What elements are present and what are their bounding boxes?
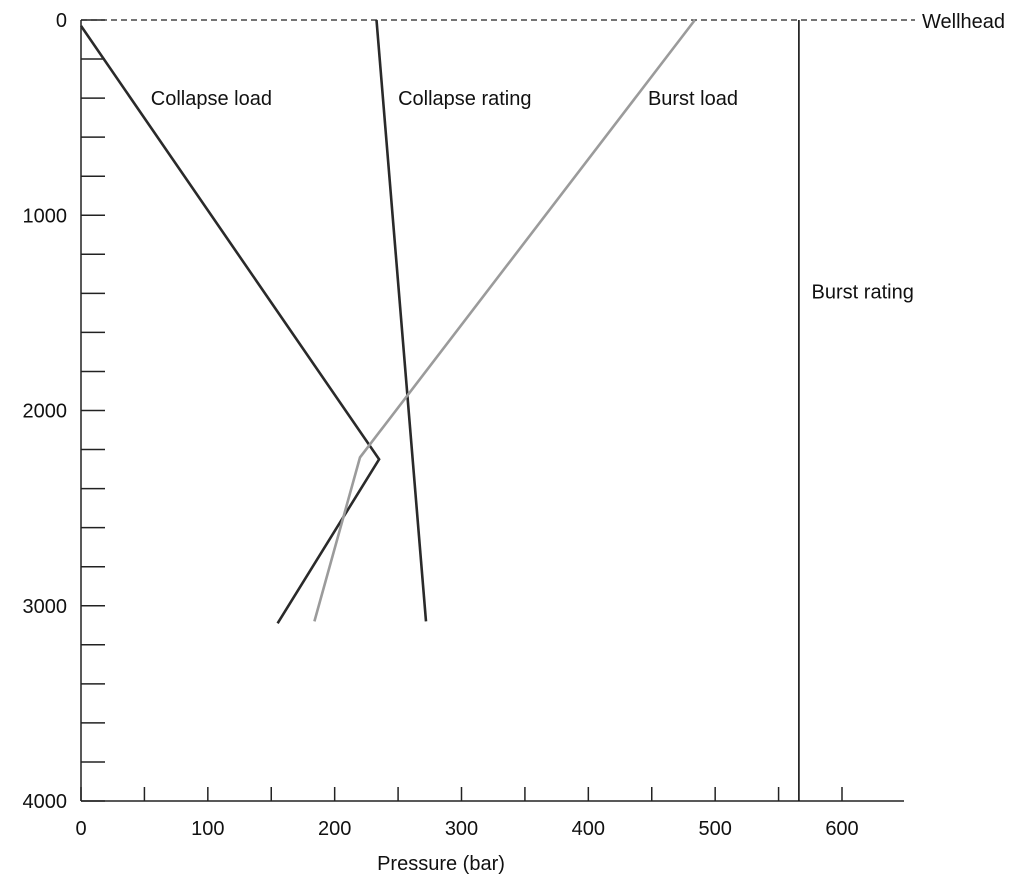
x-axis-label: Pressure (bar) <box>377 853 505 875</box>
x-tick-label: 300 <box>445 818 478 840</box>
y-tick-label: 4000 <box>23 791 68 813</box>
x-tick-label: 500 <box>698 818 731 840</box>
y-tick-label: 3000 <box>23 596 68 618</box>
reference-lines: Wellhead <box>81 11 1005 33</box>
burst-load-line <box>313 19 696 622</box>
x-tick-label: 600 <box>825 818 858 840</box>
wellhead-label: Wellhead <box>922 11 1005 33</box>
y-tick-label: 2000 <box>23 401 68 423</box>
axes <box>80 19 904 802</box>
x-tick-label: 200 <box>318 818 351 840</box>
x-tick-label: 0 <box>75 818 86 840</box>
y-tick-label: 1000 <box>23 205 68 227</box>
annotations: Collapse load Collapse rating Burst load Bu… <box>151 88 914 303</box>
collapse-load-label: Collapse load <box>151 88 272 110</box>
x-tick-label: 400 <box>572 818 605 840</box>
series-lines <box>79 19 800 801</box>
collapse-rating-label: Collapse rating <box>398 88 531 110</box>
collapse-load-line <box>79 25 381 624</box>
burst-rating-label: Burst rating <box>812 281 914 303</box>
y-tick-label: 0 <box>56 10 67 32</box>
x-tick-label: 100 <box>191 818 224 840</box>
burst-load-label: Burst load <box>648 88 738 110</box>
collapse-rating-line <box>375 19 428 622</box>
tick-labels: 0 1000 2000 3000 4000 0 100 200 300 400 500 600 <box>23 10 859 840</box>
